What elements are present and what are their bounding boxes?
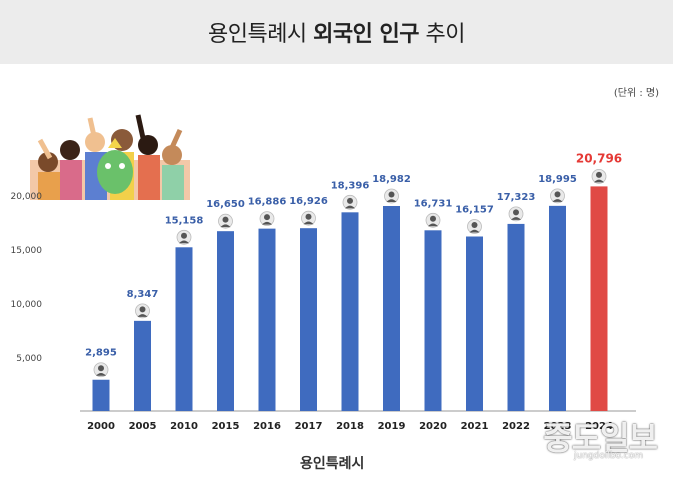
logo-text: 용인특례시	[300, 456, 365, 472]
bar	[424, 230, 442, 411]
data-label: 17,323	[497, 192, 536, 203]
person-icon-body	[428, 223, 438, 227]
bar	[258, 228, 276, 411]
data-label: 16,157	[455, 205, 494, 216]
person-icon-head	[222, 216, 229, 223]
title-bold: 외국인 인구	[313, 22, 420, 47]
bar	[466, 236, 483, 411]
x-tick-label: 2022	[502, 421, 530, 432]
person-icon-body	[552, 199, 563, 202]
x-tick-label: 2015	[212, 421, 240, 432]
data-label: 18,995	[538, 174, 577, 185]
bar	[175, 247, 193, 411]
bar	[507, 223, 525, 411]
person-icon-body	[262, 221, 272, 225]
person-icon-head	[98, 365, 104, 372]
x-tick-label: 2020	[419, 421, 447, 432]
y-tick-label: 20,000	[11, 192, 43, 202]
bar	[92, 379, 110, 411]
person-icon-head	[513, 209, 519, 216]
data-label: 16,650	[206, 199, 245, 210]
person-icon-head	[181, 232, 187, 239]
x-tick-label: 2018	[336, 421, 364, 432]
person-icon-body	[137, 314, 148, 317]
title-prefix: 용인특례시	[207, 22, 307, 47]
data-label: 18,396	[331, 180, 370, 191]
watermark-name: 중도일보	[543, 419, 658, 457]
bar	[590, 186, 608, 411]
person-icon-body	[594, 179, 604, 183]
data-label: 18,982	[372, 174, 411, 185]
person-icon-body	[220, 224, 231, 228]
x-tick-label: 2016	[253, 421, 281, 432]
title-banner: 용인특례시 외국인 인구 추이	[0, 0, 673, 64]
chart-title: 용인특례시 외국인 인구 추이	[207, 16, 466, 48]
x-tick-label: 2023	[544, 421, 572, 432]
x-tick-label: 2021	[461, 421, 489, 432]
data-label: 16,886	[248, 197, 287, 208]
unit-label: (단위 : 명)	[613, 88, 659, 99]
x-tick-label: 2024	[585, 421, 613, 432]
person-icon-body	[345, 205, 355, 209]
bar	[549, 205, 566, 411]
title-suffix: 추이	[425, 22, 466, 47]
y-tick-label: 5,000	[16, 354, 42, 364]
crowd-illustration	[30, 114, 190, 200]
person-icon-head	[264, 214, 270, 221]
data-label: 8,347	[127, 289, 159, 300]
person-icon-body	[179, 240, 189, 244]
x-tick-label: 2010	[170, 421, 198, 432]
person-icon-body	[469, 229, 480, 233]
y-tick-label: 15,000	[11, 246, 43, 256]
bar	[300, 228, 317, 411]
x-tick-label: 2019	[378, 421, 406, 432]
person-icon-body	[96, 372, 106, 376]
bar	[341, 212, 359, 411]
watermark-url: jungdoilbo.com	[574, 451, 643, 461]
person-icon-body	[386, 199, 397, 202]
person-icon-body	[303, 221, 314, 225]
person-icon-head	[347, 197, 353, 204]
data-label: 2,895	[85, 348, 117, 359]
bar	[383, 205, 400, 411]
bar	[134, 320, 151, 411]
person-icon-body	[511, 217, 521, 220]
person-icon-head	[305, 213, 312, 220]
x-tick-label: 2000	[87, 421, 115, 432]
person-icon-head	[471, 222, 478, 229]
x-tick-label: 2005	[129, 421, 157, 432]
data-label: 16,731	[414, 198, 453, 209]
data-label: 20,796	[576, 151, 622, 165]
x-tick-label: 2017	[295, 421, 323, 432]
y-tick-label: 10,000	[11, 300, 43, 310]
data-label: 15,158	[165, 215, 204, 226]
person-icon-head	[554, 191, 561, 198]
person-icon-head	[388, 191, 395, 198]
bar	[217, 231, 234, 411]
person-icon-head	[430, 215, 436, 222]
person-icon-head	[139, 306, 146, 313]
data-label: 16,926	[289, 196, 328, 207]
person-icon-head	[596, 171, 602, 178]
yongin-logo: 용인특례시	[300, 453, 364, 473]
